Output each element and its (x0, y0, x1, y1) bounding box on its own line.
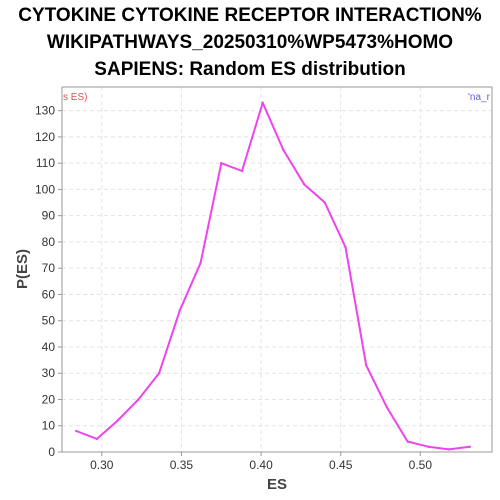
y-tick-label: 120 (35, 130, 55, 144)
y-tick-label: 90 (42, 209, 56, 223)
data-point (406, 440, 409, 443)
data-point (344, 245, 347, 249)
legend-left-label: s ES) (63, 92, 87, 103)
y-tick-label: 30 (42, 366, 56, 380)
y-tick-label: 50 (42, 314, 56, 328)
x-tick-layer: 0.30 0.35 0.40 0.45 0.50 (90, 452, 432, 472)
data-point (468, 445, 471, 448)
y-tick-label: 100 (35, 182, 55, 196)
plot-background (62, 87, 492, 452)
data-point (323, 201, 326, 204)
data-point (447, 448, 451, 451)
data-point (95, 437, 99, 441)
y-axis-title: P(ES) (14, 249, 31, 289)
data-point (157, 372, 161, 375)
data-point (282, 148, 285, 152)
chart-title: CYTOKINE CYTOKINE RECEPTOR INTERACTION% … (0, 2, 500, 83)
y-tick-label: 20 (42, 392, 56, 406)
data-point (364, 364, 368, 367)
data-point (240, 169, 244, 173)
chart-title-line-3: SAPIENS: Random ES distribution (94, 59, 406, 80)
plot-border (61, 86, 493, 453)
chart-title-line-1: CYTOKINE CYTOKINE RECEPTOR INTERACTION% (18, 5, 482, 26)
legend-right-label: 'na_r (468, 92, 491, 103)
x-tick-label: 0.45 (329, 458, 353, 472)
data-point (137, 398, 140, 401)
data-point (75, 429, 78, 433)
x-axis-title: ES (267, 476, 287, 493)
x-tick-label: 0.35 (170, 458, 194, 472)
x-tick-label: 0.30 (90, 458, 114, 472)
data-point (116, 419, 119, 422)
chart-title-line-2: WIKIPATHWAYS_20250310%WP5473%HOMO (46, 32, 454, 53)
data-point (427, 445, 430, 448)
data-point (220, 161, 223, 165)
y-tick-label: 130 (35, 104, 55, 118)
y-tick-label: 60 (42, 287, 56, 301)
y-tick-label: 70 (42, 261, 56, 275)
y-tick-label: 10 (42, 419, 56, 433)
data-point (385, 406, 389, 409)
x-tick-label: 0.40 (249, 458, 273, 472)
data-point (178, 309, 182, 312)
y-tick-label: 110 (36, 156, 55, 170)
grid-layer (62, 87, 492, 453)
data-point (199, 261, 202, 265)
y-tick-label: 0 (48, 445, 55, 459)
series-line (75, 101, 470, 451)
x-tick-label: 0.50 (409, 458, 433, 472)
series-layer (75, 101, 471, 451)
data-point (302, 182, 306, 186)
data-point (261, 101, 264, 104)
y-tick-label: 80 (42, 235, 56, 249)
y-tick-label: 40 (42, 340, 56, 354)
y-tick-layer: 0 10 20 30 40 50 60 70 80 90 100 110 120 130 (35, 104, 62, 459)
